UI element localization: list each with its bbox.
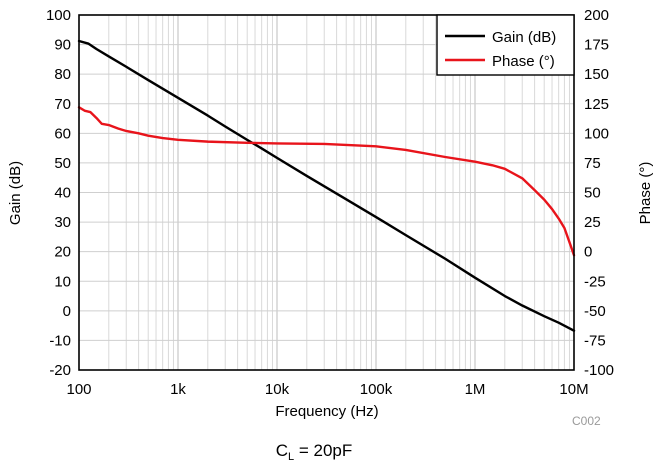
y-right-tick-label: -100	[584, 362, 614, 379]
legend-label-gain: Gain (dB)	[492, 29, 556, 46]
phase-series-line	[77, 106, 576, 257]
y-left-tick-label: 50	[54, 155, 71, 172]
y-left-tick-label: 10	[54, 273, 71, 290]
x-tick-label: 100	[66, 381, 91, 398]
caption-main: C	[276, 441, 288, 460]
chart-id-annotation: C002	[572, 414, 601, 428]
y-left-tick-label: 90	[54, 37, 71, 54]
caption-rest: = 20pF	[294, 441, 352, 460]
y-left-tick-label: 0	[63, 303, 71, 320]
y-right-tick-label: 175	[584, 37, 609, 54]
y-right-tick-label: -75	[584, 332, 606, 349]
legend: Gain (dB) Phase (°)	[436, 14, 575, 76]
x-axis-label: Frequency (Hz)	[275, 403, 378, 420]
y-right-tick-label: 50	[584, 185, 601, 202]
y-right-tick-label: 200	[584, 7, 609, 24]
y-left-tick-label: -10	[49, 332, 71, 349]
gain-series-line	[77, 39, 576, 332]
y-left-tick-label: 100	[46, 7, 71, 24]
y-right-tick-label: 150	[584, 66, 609, 83]
y-left-tick-label: 20	[54, 244, 71, 261]
legend-label-phase: Phase (°)	[492, 53, 555, 70]
y-left-tick-label: 40	[54, 185, 71, 202]
y-right-tick-label: 75	[584, 155, 601, 172]
y-left-tick-label: -20	[49, 362, 71, 379]
x-tick-label: 10k	[265, 381, 290, 398]
y-left-tick-label: 70	[54, 96, 71, 113]
y-right-tick-label: 125	[584, 96, 609, 113]
plot-frame	[78, 14, 575, 371]
x-tick-label: 1k	[170, 381, 186, 398]
y-axis-left-label: Gain (dB)	[7, 161, 24, 225]
y-right-tick-label: 100	[584, 125, 609, 142]
y-right-tick-label: -50	[584, 303, 606, 320]
y-axis-right-label: Phase (°)	[637, 162, 654, 225]
x-tick-label: 10M	[559, 381, 588, 398]
y-left-tick-label: 80	[54, 66, 71, 83]
tick-labels: 1009080706050403020100-10-20200175150125…	[46, 7, 614, 398]
y-left-tick-label: 60	[54, 125, 71, 142]
caption-subscript: L	[288, 451, 294, 463]
y-right-tick-label: 0	[584, 244, 592, 261]
x-tick-label: 100k	[360, 381, 393, 398]
series-layer	[77, 39, 576, 332]
y-right-tick-label: 25	[584, 214, 601, 231]
load-capacitance-caption: CL = 20pF	[276, 441, 353, 463]
legend-box	[436, 14, 575, 76]
y-right-tick-label: -25	[584, 273, 606, 290]
x-tick-label: 1M	[465, 381, 486, 398]
y-left-tick-label: 30	[54, 214, 71, 231]
